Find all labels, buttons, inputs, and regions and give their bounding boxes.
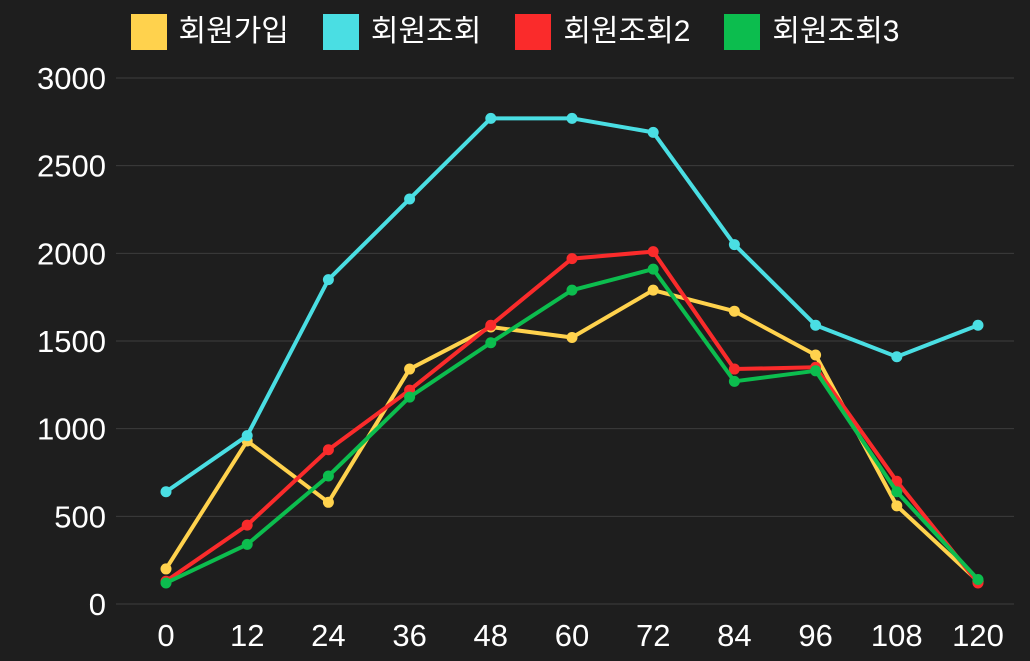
data-point-회원조회 xyxy=(404,193,416,205)
y-axis-tick-label: 1500 xyxy=(37,324,106,359)
legend-swatch-icon xyxy=(322,14,359,50)
legend-swatch-icon xyxy=(515,14,552,50)
data-point-회원조회3 xyxy=(485,337,497,349)
data-point-회원조회3 xyxy=(891,486,903,498)
data-point-회원가입 xyxy=(647,284,659,296)
data-point-회원조회 xyxy=(566,112,578,124)
x-axis-tick-label: 108 xyxy=(871,618,923,653)
data-point-회원조회 xyxy=(647,126,659,138)
data-point-회원조회3 xyxy=(972,573,984,585)
data-point-회원조회2 xyxy=(647,246,659,258)
data-point-회원조회 xyxy=(728,239,740,251)
legend-label: 회원조회3 xyxy=(772,15,900,48)
data-point-회원조회 xyxy=(485,112,497,124)
data-point-회원조회2 xyxy=(322,444,334,456)
data-point-회원조회 xyxy=(160,486,172,498)
data-point-회원가입 xyxy=(160,563,172,575)
y-axis-tick-label: 1000 xyxy=(37,412,106,447)
data-point-회원조회 xyxy=(241,430,253,442)
data-point-회원가입 xyxy=(404,363,416,375)
data-point-회원조회2 xyxy=(728,363,740,375)
data-point-회원조회3 xyxy=(647,263,659,275)
data-point-회원조회3 xyxy=(810,365,822,377)
x-axis-tick-label: 36 xyxy=(392,618,426,653)
x-axis-tick-label: 120 xyxy=(952,618,1004,653)
data-point-회원조회3 xyxy=(728,375,740,387)
data-point-회원조회2 xyxy=(566,253,578,265)
x-axis-tick-label: 24 xyxy=(311,618,345,653)
legend-label: 회원가입 xyxy=(178,15,289,48)
data-point-회원조회2 xyxy=(485,319,497,331)
data-point-회원조회 xyxy=(972,319,984,331)
data-point-회원가입 xyxy=(322,496,334,508)
series-line-회원조회2 xyxy=(164,249,980,585)
data-point-회원조회3 xyxy=(404,391,416,403)
data-point-회원조회3 xyxy=(322,470,334,482)
y-axis-tick-label: 0 xyxy=(89,587,106,622)
data-point-회원조회3 xyxy=(160,577,172,589)
data-point-회원가입 xyxy=(728,305,740,317)
data-point-회원조회 xyxy=(810,319,822,331)
x-axis-tick-label: 96 xyxy=(798,618,832,653)
y-axis-tick-label: 500 xyxy=(54,499,106,534)
data-point-회원가입 xyxy=(891,500,903,512)
data-point-회원조회 xyxy=(322,274,334,286)
data-point-회원조회3 xyxy=(241,538,253,550)
data-point-회원가입 xyxy=(810,349,822,361)
chart-legend: 회원가입 회원조회 회원조회2 회원조회3 xyxy=(0,14,1030,50)
data-point-회원조회 xyxy=(891,351,903,363)
y-axis-tick-label: 2000 xyxy=(37,236,106,271)
x-axis-tick-label: 48 xyxy=(474,618,508,653)
legend-item-회원조회3[interactable]: 회원조회3 xyxy=(724,14,900,50)
x-axis-tick-label: 84 xyxy=(717,618,751,653)
legend-label: 회원조회 xyxy=(370,15,482,48)
x-axis-tick-label: 12 xyxy=(230,618,264,653)
x-axis-tick-label: 0 xyxy=(157,618,174,653)
x-axis-tick-label: 60 xyxy=(555,618,589,653)
y-axis-tick-label: 2500 xyxy=(37,149,106,184)
legend-swatch-icon xyxy=(724,14,761,50)
data-point-회원조회3 xyxy=(566,284,578,296)
data-point-회원가입 xyxy=(566,331,578,343)
data-point-회원조회2 xyxy=(241,519,253,531)
x-axis-tick-label: 72 xyxy=(636,618,670,653)
legend-item-회원조회[interactable]: 회원조회 xyxy=(322,14,482,50)
legend-label: 회원조회2 xyxy=(563,15,691,48)
legend-swatch-icon xyxy=(130,14,167,50)
series-line-회원조회 xyxy=(164,116,980,494)
legend-item-회원가입[interactable]: 회원가입 xyxy=(130,14,289,50)
legend-item-회원조회2[interactable]: 회원조회2 xyxy=(515,14,690,50)
data-point-회원조회2 xyxy=(891,475,903,487)
y-axis-tick-label: 3000 xyxy=(37,61,106,96)
